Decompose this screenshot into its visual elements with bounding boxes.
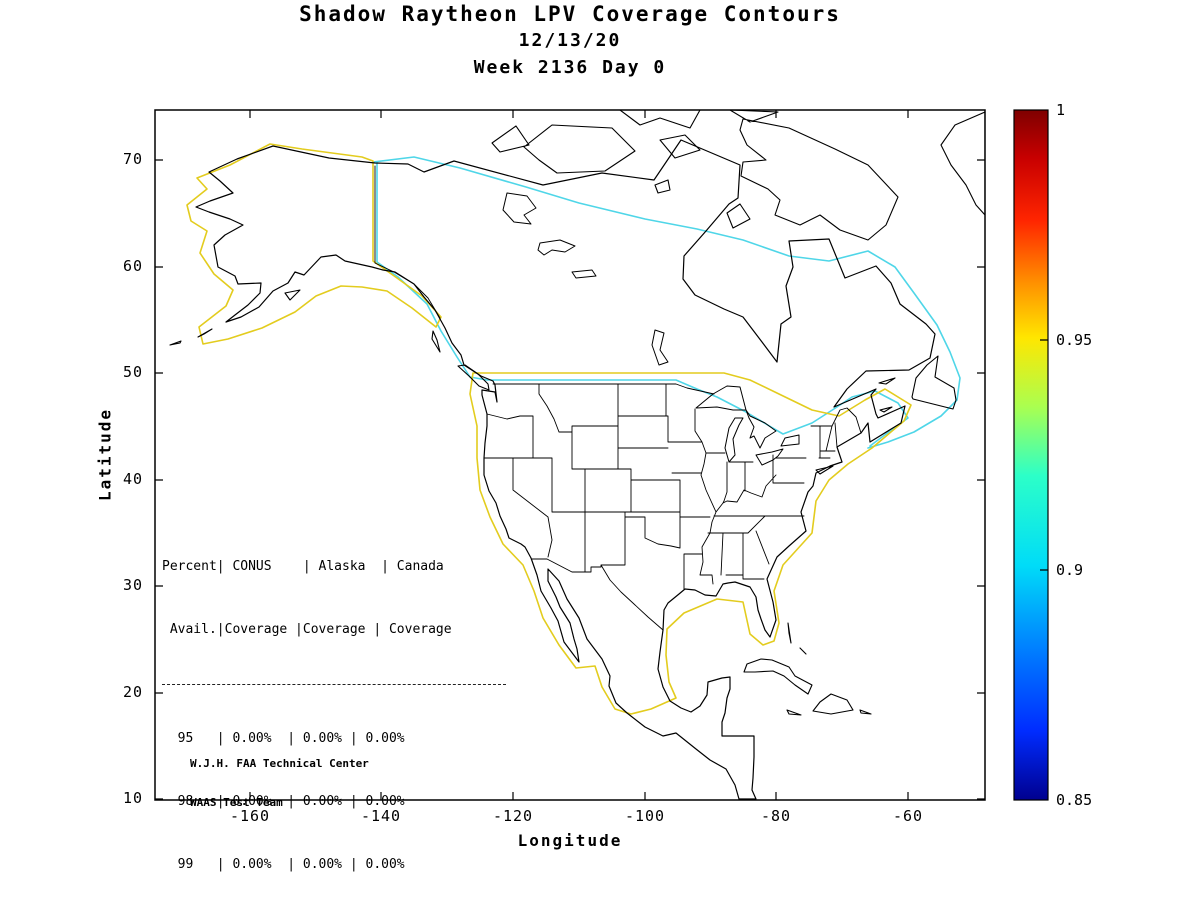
colorbar-tick-label-3: 0.85 (1056, 791, 1093, 809)
y-tick-label-3: 40 (122, 470, 143, 488)
coverage-table-row: 99 | 0.00% | 0.00% | 0.00% (162, 857, 405, 872)
y-tick-label-6: 10 (122, 789, 143, 807)
colorbar-ticks (1040, 339, 1048, 571)
plot-subtitle-week: Week 2136 Day 0 (473, 57, 667, 78)
credit-block: W.J.H. FAA Technical Center WAAS Test Te… (190, 731, 369, 835)
y-tick-label-2: 50 (122, 363, 143, 381)
x-tick-label-3: -100 (624, 807, 666, 825)
coverage-table-header-1: Percent| CONUS | Alaska | Canada (162, 559, 444, 574)
plot-frame (154, 109, 986, 801)
contour-095-alaska (186, 143, 442, 345)
credit-line-1: W.J.H. FAA Technical Center (190, 757, 369, 770)
x-tick-label-4: -80 (760, 807, 792, 825)
colorbar-gradient (1014, 110, 1048, 800)
coverage-table-row: 98 | 0.00% | 0.00% | 0.00% (162, 794, 405, 809)
plot-title: Shadow Raytheon LPV Coverage Contours (299, 2, 841, 26)
contour-095-conus (469, 372, 912, 715)
axis-ticks (155, 110, 985, 800)
y-tick-label-0: 70 (122, 150, 143, 168)
colorbar-tick-label-2: 0.9 (1056, 561, 1084, 579)
y-tick-label-5: 20 (122, 683, 143, 701)
credit-line-2: WAAS Test Team (190, 796, 283, 809)
contour-090-west-and-border (376, 161, 909, 447)
state-borders (374, 165, 862, 631)
x-tick-label-0: -160 (229, 807, 271, 825)
coverage-table-header-2: Avail.|Coverage |Coverage | Coverage (162, 622, 452, 637)
coverage-table: Percent| CONUS | Alaska | Canada Avail.|… (162, 514, 506, 900)
x-tick-label-1: -140 (360, 807, 402, 825)
y-axis-label: Latitude (95, 407, 115, 502)
lakes-outline (502, 192, 800, 466)
y-tick-label-1: 60 (122, 257, 143, 275)
colorbar-tick-label-1: 0.95 (1056, 331, 1093, 349)
colorbar-frame (1013, 109, 1049, 801)
coastline-islands (169, 110, 985, 716)
x-tick-label-2: -120 (492, 807, 534, 825)
contour-090-arctic-canada (372, 156, 961, 449)
coverage-table-row: 95 | 0.00% | 0.00% | 0.00% (162, 731, 405, 746)
plot-subtitle-date: 12/13/20 (518, 30, 622, 51)
y-tick-label-4: 30 (122, 576, 143, 594)
coverage-table-separator (162, 684, 506, 685)
x-tick-label-5: -60 (892, 807, 924, 825)
colorbar-tick-label-0: 1 (1056, 101, 1066, 119)
x-axis-label: Longitude (517, 831, 623, 850)
